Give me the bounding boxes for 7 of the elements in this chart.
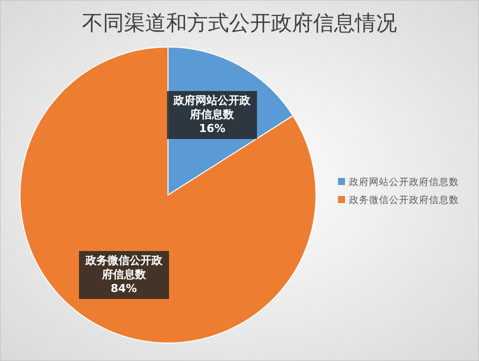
slice-label: 政务微信公开政府信息数: [84, 254, 164, 282]
chart-title: 不同渠道和方式公开政府信息情况: [82, 11, 397, 35]
data-label: 16%: [198, 122, 226, 136]
data-label: 84%: [110, 282, 138, 296]
slice-label: 政府网站公开政府信息数: [172, 94, 252, 122]
slice-label: 政务微信公开政府信息数: [349, 194, 459, 206]
legend-label: 政府网站公开政府信息数: [349, 176, 459, 188]
